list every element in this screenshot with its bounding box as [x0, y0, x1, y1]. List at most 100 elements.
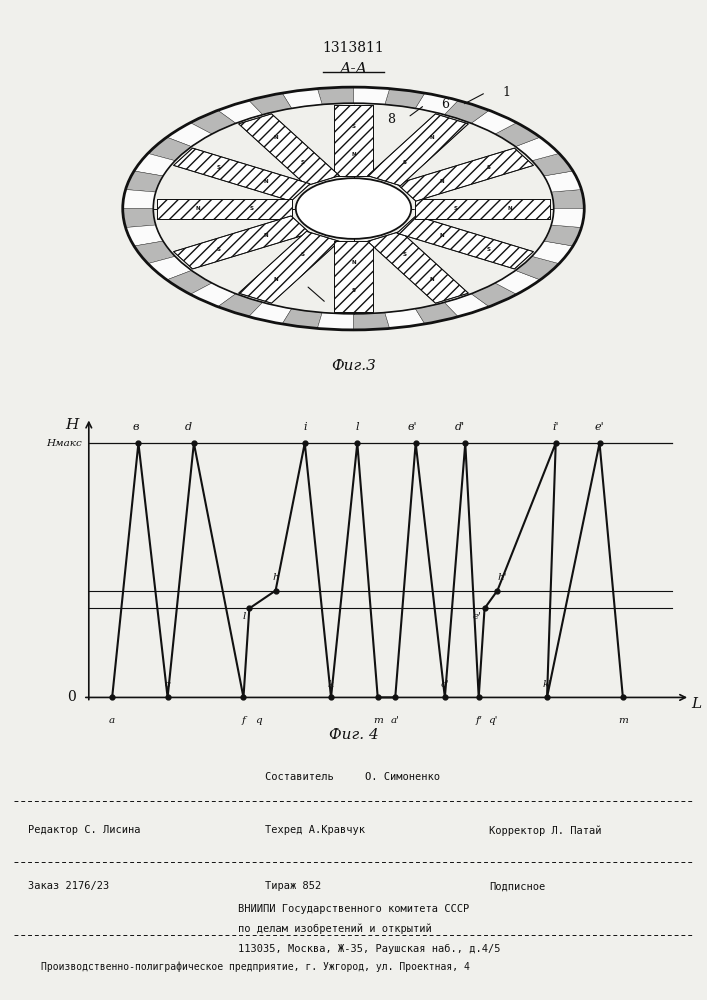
Polygon shape	[334, 105, 373, 176]
Text: N: N	[263, 179, 268, 184]
Wedge shape	[515, 137, 559, 161]
Text: S: S	[300, 160, 305, 165]
Text: ВНИИПИ Государственного комитета СССР: ВНИИПИ Государственного комитета СССР	[238, 904, 469, 914]
Text: S: S	[453, 206, 457, 211]
Polygon shape	[173, 216, 310, 269]
Text: c: c	[165, 680, 170, 689]
Text: S: S	[486, 247, 491, 252]
Text: Редактор С. Лисина: Редактор С. Лисина	[28, 825, 140, 835]
Polygon shape	[239, 231, 339, 303]
Text: d': d'	[455, 422, 464, 432]
Wedge shape	[218, 294, 262, 317]
Text: k: k	[328, 680, 334, 689]
Text: N: N	[195, 206, 199, 211]
Text: e': e'	[472, 612, 481, 621]
Wedge shape	[551, 190, 584, 209]
Wedge shape	[134, 153, 175, 176]
Polygon shape	[368, 231, 468, 303]
Text: Производственно-полиграфическое предприятие, г. Ужгород, ул. Проектная, 4: Производственно-полиграфическое предприя…	[41, 961, 470, 972]
Text: S: S	[402, 252, 407, 257]
Text: S: S	[216, 247, 221, 252]
Wedge shape	[126, 171, 163, 192]
Text: S: S	[351, 288, 356, 293]
Text: a': a'	[391, 716, 399, 725]
Polygon shape	[157, 199, 293, 219]
Text: А-А: А-А	[339, 62, 368, 76]
Wedge shape	[249, 93, 291, 115]
Wedge shape	[282, 89, 322, 108]
Text: S: S	[351, 124, 356, 129]
Circle shape	[153, 103, 554, 314]
Text: e': e'	[595, 422, 604, 432]
Text: Техред А.Кравчук: Техред А.Кравчук	[265, 825, 366, 835]
Text: N: N	[273, 277, 278, 282]
Wedge shape	[317, 87, 354, 104]
Text: f': f'	[475, 716, 482, 725]
Text: Фиг.3: Фиг.3	[331, 359, 376, 373]
Text: i': i'	[552, 422, 559, 432]
Wedge shape	[354, 313, 390, 330]
Text: Заказ 2176/23: Заказ 2176/23	[28, 881, 109, 891]
Text: d: d	[185, 422, 192, 432]
Text: c': c'	[440, 680, 449, 689]
Polygon shape	[397, 216, 534, 269]
Text: Фиг. 4: Фиг. 4	[329, 728, 378, 742]
Text: h': h'	[498, 573, 507, 582]
Wedge shape	[123, 209, 156, 228]
Polygon shape	[368, 114, 468, 186]
Text: 1313811: 1313811	[322, 41, 385, 55]
Wedge shape	[471, 283, 517, 307]
Wedge shape	[167, 270, 212, 294]
Text: a: a	[109, 716, 115, 725]
Text: N: N	[351, 152, 356, 157]
Text: l: l	[243, 612, 246, 621]
Wedge shape	[354, 87, 390, 104]
Wedge shape	[445, 100, 489, 123]
Wedge shape	[495, 270, 540, 294]
Text: Н: Н	[65, 418, 78, 432]
Text: q: q	[255, 716, 262, 725]
Wedge shape	[532, 153, 573, 176]
Text: Тираж 852: Тираж 852	[265, 881, 322, 891]
Wedge shape	[445, 294, 489, 317]
Wedge shape	[551, 209, 584, 228]
Text: m: m	[373, 716, 382, 725]
Wedge shape	[471, 110, 517, 134]
Text: Корректор Л. Патай: Корректор Л. Патай	[489, 825, 602, 836]
Wedge shape	[385, 89, 425, 108]
Text: N: N	[273, 135, 278, 140]
Text: N: N	[429, 277, 434, 282]
Text: f: f	[242, 716, 245, 725]
Text: L: L	[691, 697, 701, 711]
Polygon shape	[239, 114, 339, 186]
Text: 9: 9	[343, 297, 351, 310]
Wedge shape	[532, 241, 573, 264]
Wedge shape	[416, 302, 458, 324]
Polygon shape	[414, 199, 550, 219]
Wedge shape	[134, 241, 175, 264]
Text: S: S	[216, 165, 221, 170]
Text: Подписное: Подписное	[489, 881, 546, 891]
Text: l: l	[356, 422, 359, 432]
Text: i: i	[303, 422, 307, 432]
Wedge shape	[544, 171, 581, 192]
Wedge shape	[123, 190, 156, 209]
Text: N: N	[439, 233, 444, 238]
Polygon shape	[173, 148, 310, 201]
Wedge shape	[148, 137, 192, 161]
Polygon shape	[334, 241, 373, 312]
Text: S: S	[300, 252, 305, 257]
Text: N: N	[508, 206, 512, 211]
Wedge shape	[416, 93, 458, 115]
Wedge shape	[544, 225, 581, 246]
Text: N: N	[439, 179, 444, 184]
Text: Составитель     О. Симоненко: Составитель О. Симоненко	[265, 772, 440, 782]
Text: 0: 0	[67, 690, 76, 704]
Text: N: N	[351, 260, 356, 265]
Wedge shape	[495, 123, 540, 147]
Wedge shape	[317, 313, 354, 330]
Text: m: m	[618, 716, 628, 725]
Text: k': k'	[542, 680, 551, 689]
Wedge shape	[148, 256, 192, 280]
Text: h: h	[272, 573, 279, 582]
